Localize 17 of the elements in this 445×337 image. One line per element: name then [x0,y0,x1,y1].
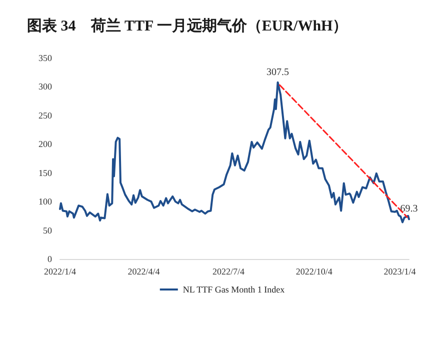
y-tick-label: 50 [43,225,52,236]
legend-label: NL TTF Gas Month 1 Index [182,284,286,294]
y-tick-label: 250 [38,110,52,120]
chart-title: 图表 34 荷兰 TTF 一月远期气价（EUR/WhH） [27,18,348,34]
x-tick-label: 2022/4/4 [128,266,160,276]
y-tick-label: 0 [48,254,52,264]
y-tick-label: 150 [38,168,52,178]
y-tick-label: 300 [38,82,52,92]
x-tick-label: 2023/1/4 [384,266,416,276]
data-label: 69.3 [400,204,418,215]
x-tick-label: 2022/1/4 [44,266,76,276]
data-label: 307.5 [266,66,290,78]
y-tick-label: 350 [38,53,52,63]
y-tick-label: 100 [38,196,52,207]
x-tick-label: 2022/10/4 [296,266,333,276]
x-tick-label: 2022/7/4 [212,266,245,276]
y-tick-label: 200 [38,139,52,150]
